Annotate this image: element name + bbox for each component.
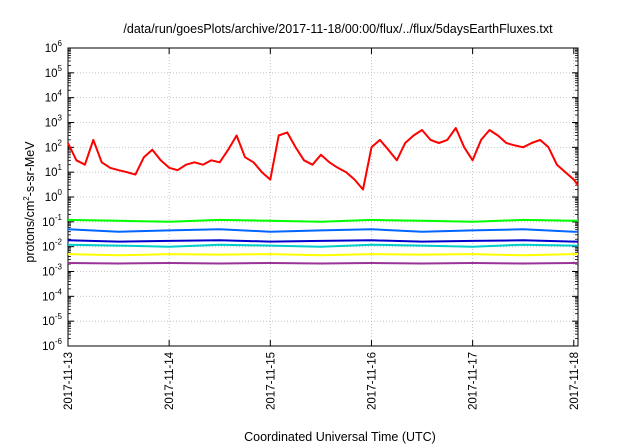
series-line-6 [67, 262, 578, 265]
x-tick-label: 2017-11-16 [366, 352, 378, 410]
x-tick-label: 2017-11-13 [63, 352, 75, 410]
y-tick-label: 105 [45, 64, 63, 80]
y-tick-label: 104 [45, 89, 63, 105]
y-tick-label: 10-4 [42, 287, 62, 303]
x-tick-label: 2017-11-18 [569, 352, 581, 410]
series-line-3 [67, 243, 578, 248]
chart-title: /data/run/goesPlots/archive/2017-11-18/0… [123, 22, 553, 36]
plot-frame [67, 47, 579, 347]
x-tick-label: 2017-11-15 [265, 352, 277, 410]
y-tick-label: 10-6 [42, 337, 62, 353]
svg-text:protons/cm2-s-sr-MeV: protons/cm2-s-sr-MeV [22, 141, 37, 263]
series-line-4 [67, 239, 578, 243]
y-tick-label: 10-5 [42, 312, 62, 328]
x-tick-label: 2017-11-14 [164, 351, 176, 410]
x-tick-label: 2017-11-17 [468, 352, 480, 410]
series-line-1 [67, 218, 578, 223]
y-tick-label: 10-3 [42, 263, 62, 279]
y-tick-label: 10-2 [42, 238, 62, 254]
y-axis-label: protons/cm2-s-sr-MeV [22, 141, 37, 263]
y-tick-label: 10-1 [42, 213, 62, 229]
series-lines [67, 127, 579, 265]
y-tick-label: 100 [45, 188, 63, 204]
y-tick-label: 106 [45, 39, 63, 55]
series-line-5 [67, 253, 578, 257]
series-line-0 [67, 127, 579, 191]
x-axis-label: Coordinated Universal Time (UTC) [244, 430, 436, 444]
grid-lines [67, 47, 578, 347]
series-line-2 [67, 228, 578, 233]
y-tick-labels: 10-6 10-5 10-4 10-3 10-2 10-1 100 101 102 103 104 1… [42, 39, 62, 353]
y-tick-label: 101 [45, 163, 63, 179]
y-tick-label: 103 [45, 114, 63, 130]
x-tick-labels: 2017-11-13 2017-11-14 2017-11-15 2017-11-16… [63, 351, 581, 410]
y-tick-label: 102 [45, 138, 63, 154]
plot-border [67, 47, 579, 347]
